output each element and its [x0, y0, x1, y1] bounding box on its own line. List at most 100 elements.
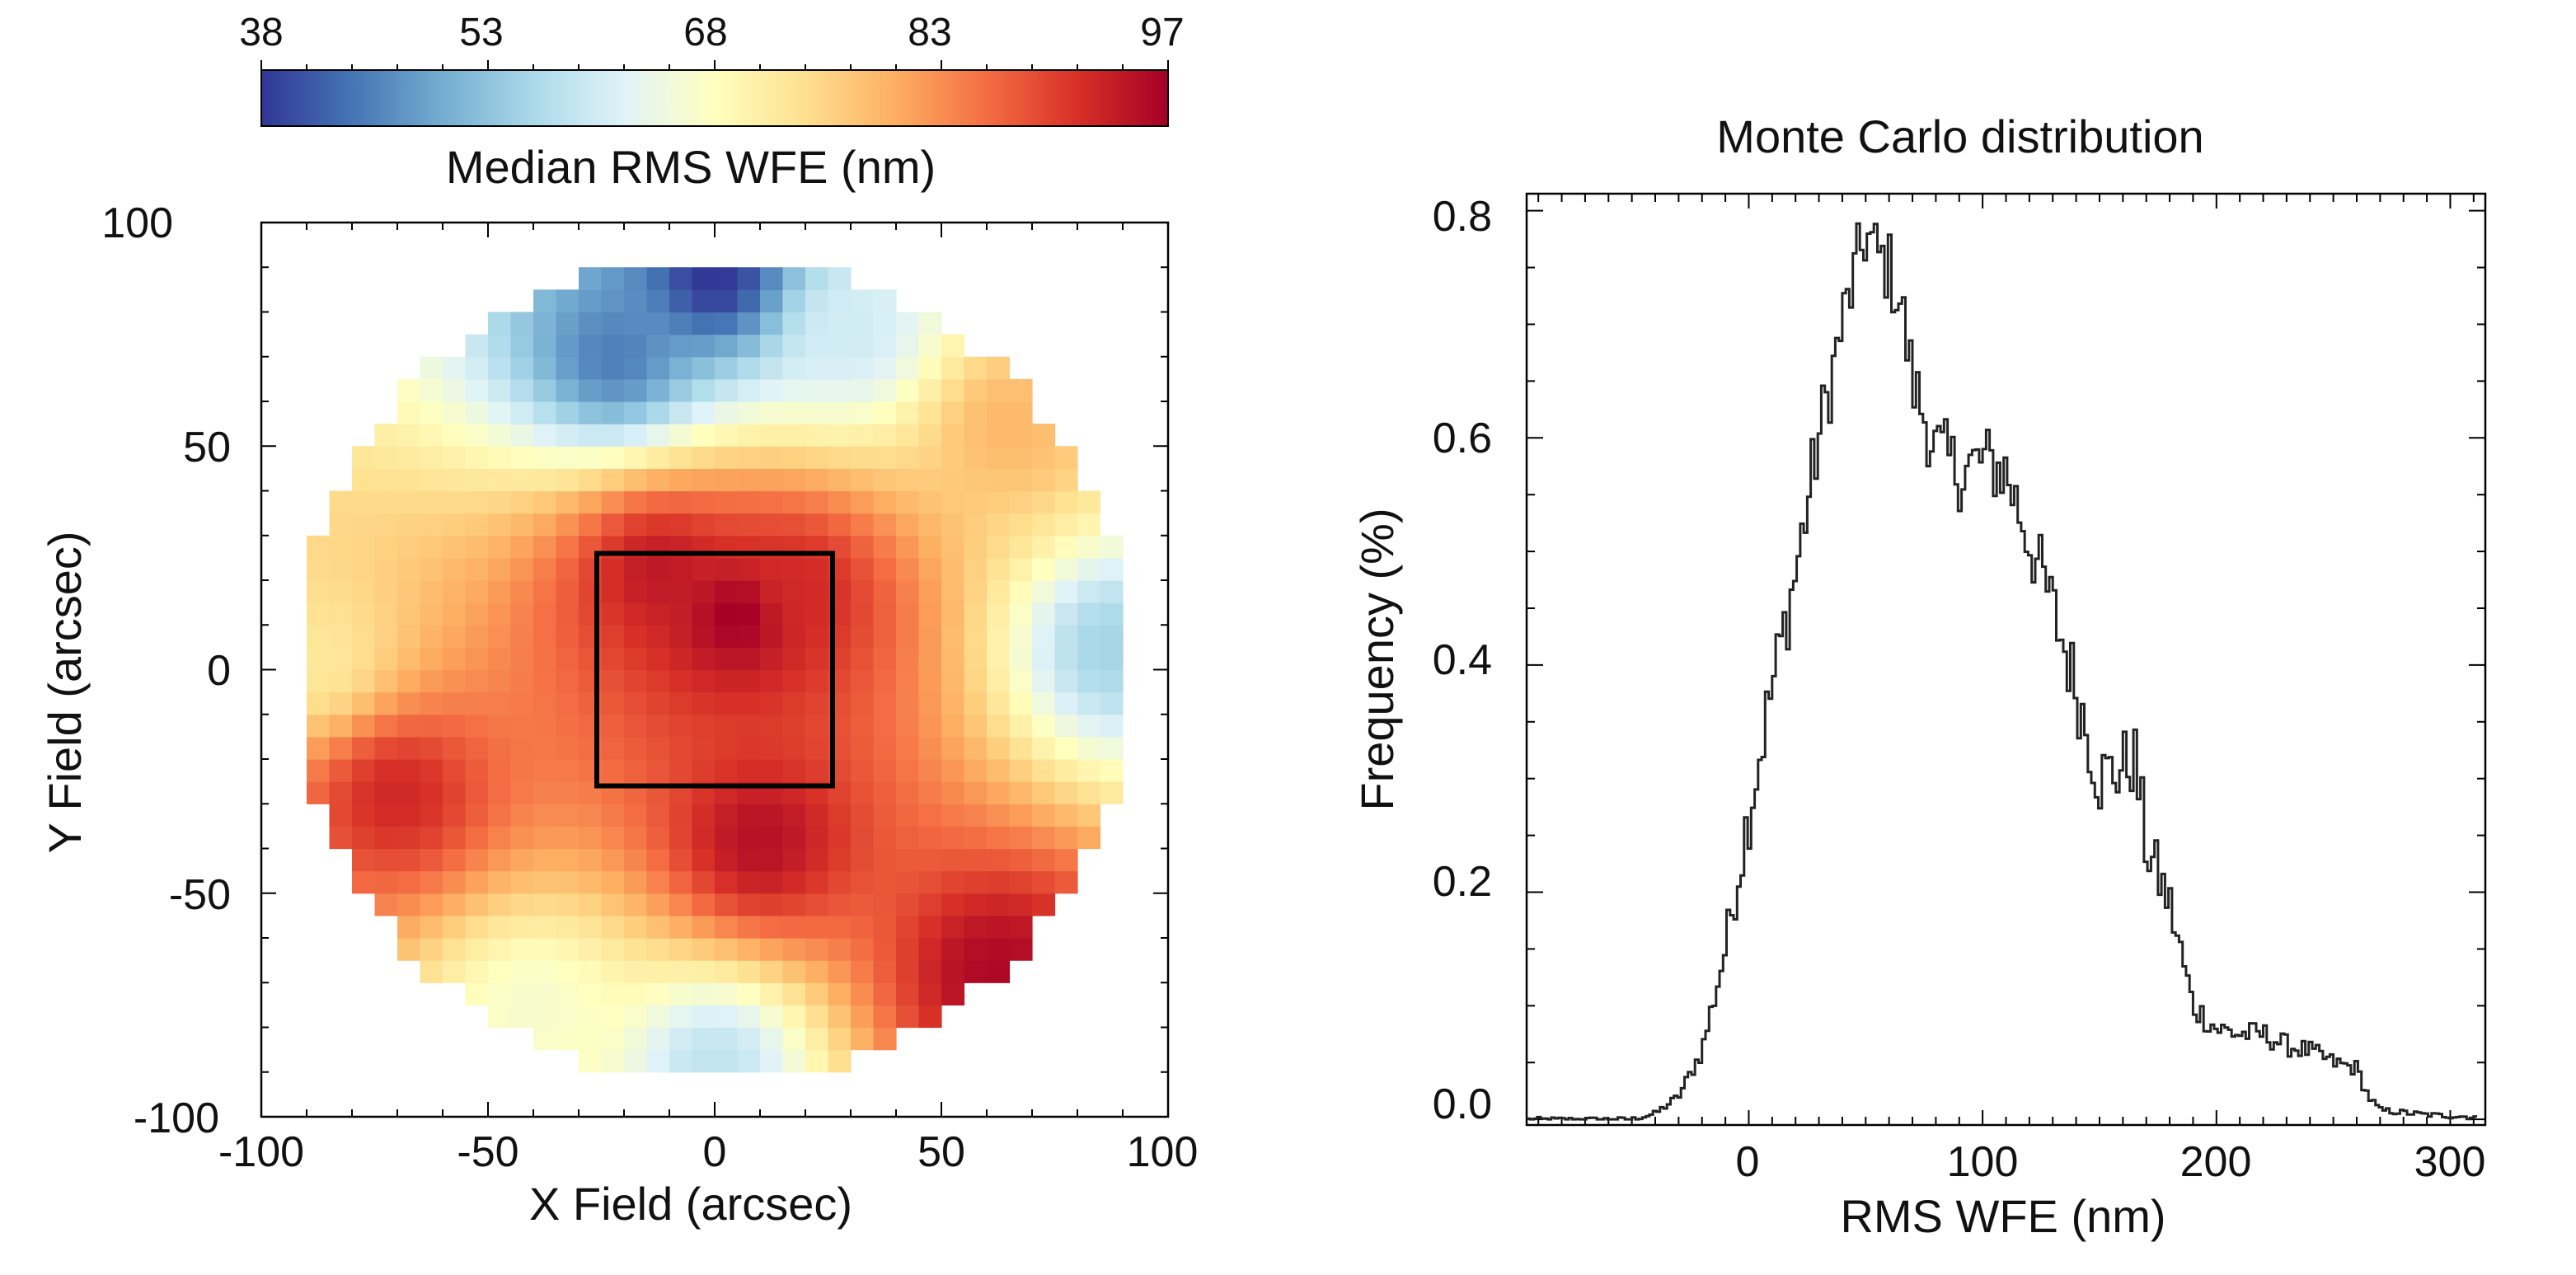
- heatmap-cell: [760, 625, 784, 648]
- heatmap-cell: [579, 960, 603, 983]
- heatmap-cell: [918, 647, 942, 671]
- heatmap-cell: [556, 848, 579, 872]
- heatmap-cell: [465, 513, 489, 537]
- heatmap-cell: [601, 580, 625, 603]
- heatmap-cell: [760, 691, 784, 715]
- heatmap-cell: [1100, 580, 1124, 603]
- heatmap-cell: [669, 691, 693, 715]
- heatmap-cell: [488, 356, 512, 380]
- heatmap-cell: [896, 490, 920, 514]
- heatmap-cell: [601, 356, 625, 380]
- heatmap-cell: [805, 669, 829, 693]
- heatmap-cell: [1032, 490, 1056, 514]
- heatmap-cell: [646, 490, 670, 514]
- heatmap-cell: [601, 513, 625, 537]
- heatmap-cell: [465, 714, 489, 738]
- heatmap-cell: [669, 490, 693, 514]
- heatmap-cell: [1009, 893, 1033, 916]
- heatmap-cell: [601, 334, 625, 358]
- heatmap-cell: [624, 826, 648, 850]
- heatmap-cell: [760, 490, 784, 514]
- heatmap-cell: [556, 378, 579, 402]
- heatmap-cell: [556, 446, 579, 469]
- heatmap-cell: [873, 736, 897, 760]
- x-tick-label: 0: [703, 1128, 727, 1176]
- heatmap-cell: [420, 557, 443, 581]
- heatmap-cell: [805, 982, 829, 1005]
- heatmap-cell: [397, 804, 421, 827]
- heatmap-cell: [669, 468, 693, 492]
- heatmap-cell: [805, 1005, 829, 1029]
- heatmap-cell: [873, 1005, 897, 1029]
- heatmap-cell: [918, 356, 942, 380]
- heatmap-cell: [737, 714, 761, 738]
- heatmap-cell: [533, 602, 557, 626]
- heatmap-cell: [420, 468, 443, 492]
- heatmap-cell: [1077, 691, 1101, 715]
- heatmap-cell: [488, 580, 512, 603]
- heatmap-cell: [646, 580, 670, 603]
- heatmap-cell: [669, 826, 693, 850]
- heatmap-cell: [488, 669, 512, 693]
- heatmap-cell: [896, 736, 920, 760]
- heatmap-cell: [556, 870, 579, 894]
- heatmap-cell: [646, 625, 670, 648]
- heatmap-cell: [851, 848, 875, 872]
- heatmap-cell: [1077, 736, 1101, 760]
- hist-y-tick-label: 0.6: [1433, 415, 1492, 462]
- heatmap-cell: [646, 557, 670, 581]
- heatmap-cell: [556, 424, 579, 447]
- heatmap-cell: [397, 557, 421, 581]
- heatmap-cell: [533, 647, 557, 671]
- heatmap-cell: [1054, 759, 1078, 782]
- hist-x-axis-title: RMS WFE (nm): [1840, 1190, 2165, 1242]
- heatmap-cell: [964, 424, 988, 447]
- heatmap-cell: [624, 378, 648, 402]
- heatmap-cell: [579, 982, 603, 1005]
- heatmap-cell: [737, 312, 761, 335]
- heatmap-cell: [737, 870, 761, 894]
- heatmap-cell: [715, 804, 739, 827]
- heatmap-cell: [851, 446, 875, 469]
- heatmap-cell: [760, 356, 784, 380]
- heatmap-cell: [782, 557, 806, 581]
- heatmap-cell: [465, 938, 489, 961]
- heatmap-cell: [918, 535, 942, 559]
- heatmap-cell: [329, 647, 353, 671]
- heatmap-cell: [646, 1027, 670, 1051]
- heatmap-cell: [692, 691, 716, 715]
- heatmap-cell: [443, 669, 467, 693]
- heatmap-cell: [760, 312, 784, 335]
- heatmap-cell: [987, 804, 1011, 827]
- heatmap-cell: [533, 736, 557, 760]
- heatmap-cell: [805, 893, 829, 916]
- heatmap-cell: [737, 424, 761, 447]
- heatmap-cell: [692, 580, 716, 603]
- heatmap-cell: [760, 848, 784, 872]
- heatmap-cell: [715, 267, 739, 290]
- heatmap-cell: [805, 424, 829, 447]
- heatmap-cell: [941, 424, 965, 447]
- heatmap-cell: [737, 378, 761, 402]
- heatmap-cell: [715, 848, 739, 872]
- heatmap-cell: [692, 468, 716, 492]
- heatmap-cell: [601, 736, 625, 760]
- heatmap-cell: [556, 960, 579, 983]
- heatmap-cell: [443, 580, 467, 603]
- heatmap-cell: [533, 870, 557, 894]
- heatmap-cell: [851, 535, 875, 559]
- heatmap-cell: [873, 378, 897, 402]
- heatmap-cell: [1009, 602, 1033, 626]
- heatmap-cell: [510, 424, 534, 447]
- heatmap-cell: [828, 356, 852, 380]
- heatmap-cell: [805, 378, 829, 402]
- heatmap-cell: [896, 804, 920, 827]
- heatmap-cell: [737, 289, 761, 313]
- heatmap-cell: [1054, 691, 1078, 715]
- heatmap-cell: [669, 557, 693, 581]
- heatmap-cell: [782, 490, 806, 514]
- heatmap-cell: [692, 1027, 716, 1051]
- heatmap-cell: [646, 378, 670, 402]
- heatmap-cell: [1032, 781, 1056, 804]
- heatmap-cell: [556, 691, 579, 715]
